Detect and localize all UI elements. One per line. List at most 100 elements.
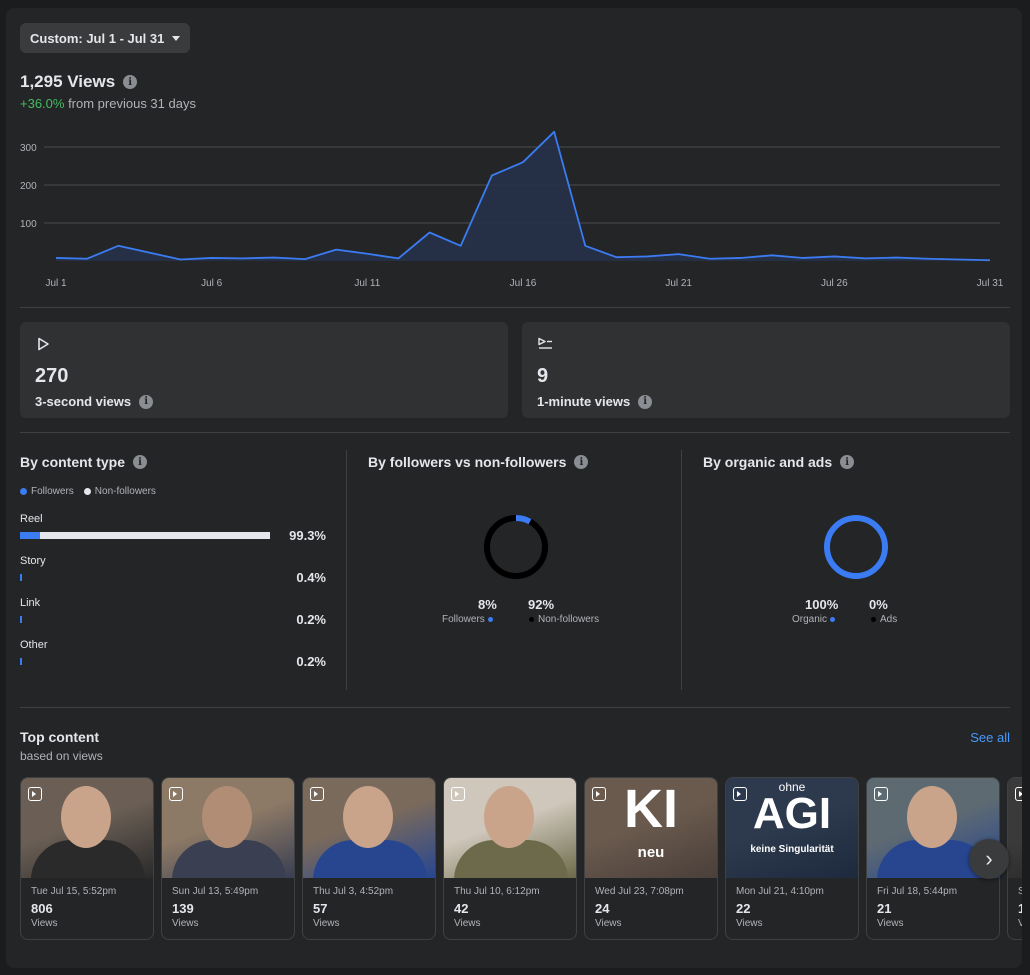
- card-views: 1: [1018, 901, 1022, 916]
- stat-label-text: 1-minute views: [537, 394, 631, 409]
- row-bar-non-followers: [20, 574, 22, 581]
- content-type-row: Other 0.2%: [20, 629, 326, 671]
- top-content-card[interactable]: Fri Jul 18, 5:44pm 21 Views: [866, 777, 1000, 940]
- video-thumbnail: KI neu: [585, 778, 717, 878]
- row-bar-non-followers: [20, 532, 271, 539]
- legend-dot: [829, 616, 835, 622]
- reel-icon: [592, 787, 606, 801]
- top-content-card[interactable]: W Sa 1 Views: [1007, 777, 1022, 940]
- views-change: +36.0% from previous 31 days: [20, 96, 196, 111]
- card-date: Sa: [1018, 886, 1022, 897]
- legend-item-non-followers: Non-followers: [83, 486, 156, 497]
- donut-label-b-text: Non-followers: [538, 614, 600, 625]
- views-total: 1,295 Views i: [20, 72, 138, 92]
- x-tick-label: Jul 1: [45, 278, 67, 289]
- donut-segment-a: [824, 515, 888, 579]
- top-content-card[interactable]: Sun Jul 13, 5:49pm 139 Views: [161, 777, 295, 940]
- series-area: [56, 131, 990, 261]
- carousel-next-button[interactable]: ›: [969, 839, 1009, 879]
- card-date: Thu Jul 10, 6:12pm: [454, 886, 540, 897]
- info-icon[interactable]: i: [638, 394, 653, 409]
- organic-donut: [824, 515, 888, 579]
- views-change-pct: +36.0%: [20, 96, 65, 111]
- views-chart: 300 200 100 Jul 1 Jul 6 Jul 11 Jul 16 Jul 21 Jul…: [6, 128, 1022, 298]
- top-content-card[interactable]: KI neu Wed Jul 23, 7:08pm 24 Views: [584, 777, 718, 940]
- thumbnail-text: keine Singularität: [750, 844, 834, 855]
- card-views-unit: Views: [595, 918, 622, 929]
- legend-dot: [20, 487, 27, 495]
- card-date: Mon Jul 21, 4:10pm: [736, 886, 824, 897]
- row-bar-followers: [20, 616, 22, 623]
- section-title: By content type i: [20, 454, 326, 470]
- card-views: 806: [31, 901, 53, 916]
- top-content-card[interactable]: Tue Jul 15, 5:52pm 806 Views: [20, 777, 154, 940]
- row-pct: 99.3%: [289, 528, 326, 543]
- row-pct: 0.4%: [296, 570, 326, 585]
- top-content-carousel: Tue Jul 15, 5:52pm 806 Views Sun Jul 13, 5:…: [20, 777, 1022, 941]
- row-bar-followers: [20, 574, 22, 581]
- thumbnail-text: AGI: [752, 789, 832, 838]
- content-type-row: Link 0.2%: [20, 587, 326, 629]
- caret-down-icon: [172, 35, 181, 41]
- section-title: By followers vs non-followers i: [368, 454, 684, 470]
- content-type-row: Story 0.4%: [20, 545, 326, 587]
- date-range-dropdown[interactable]: Custom: Jul 1 - Jul 31: [20, 23, 190, 53]
- info-icon[interactable]: i: [139, 394, 154, 409]
- date-range-label: Custom: Jul 1 - Jul 31: [30, 30, 165, 46]
- donut-value-a: 8%: [478, 597, 497, 612]
- card-views: 42: [454, 901, 469, 916]
- row-pct: 0.2%: [296, 612, 326, 627]
- stat-label: 1-minute views i: [537, 394, 995, 409]
- donut-label-a-text: Organic: [792, 614, 828, 625]
- thumbnail-text: ohne: [778, 780, 806, 794]
- section-title-text: By content type: [20, 454, 126, 470]
- person-face: [202, 786, 252, 848]
- stat-value: 9: [537, 365, 549, 387]
- organic-breakdown: By organic and ads i 100% 0% Organic Ads: [703, 454, 1009, 690]
- card-views-unit: Views: [736, 918, 763, 929]
- divider-vertical: [681, 450, 682, 690]
- row-pct: 0.2%: [296, 654, 326, 669]
- legend-item-followers: Followers: [20, 486, 74, 497]
- donut-segment-a: [484, 515, 548, 579]
- followers-breakdown: By followers vs non-followers i 8% 92% Fo…: [368, 454, 684, 690]
- video-thumbnail: [162, 778, 294, 878]
- stat-card-3s: 270 3-second views i: [20, 322, 508, 418]
- y-tick-label: 200: [20, 181, 37, 192]
- card-date: Thu Jul 3, 4:52pm: [313, 886, 394, 897]
- top-content-card[interactable]: ohne AGI keine Singularität Mon Jul 21, 4:1…: [725, 777, 859, 940]
- video-thumbnail: [21, 778, 153, 878]
- info-icon[interactable]: i: [123, 75, 138, 89]
- followers-donut: [484, 515, 548, 579]
- top-content-card[interactable]: Thu Jul 3, 4:52pm 57 Views: [302, 777, 436, 940]
- top-content-card[interactable]: Thu Jul 10, 6:12pm 42 Views: [443, 777, 577, 940]
- info-icon[interactable]: i: [133, 455, 148, 469]
- card-views-unit: Views: [313, 918, 340, 929]
- row-label: Story: [20, 555, 46, 567]
- info-icon[interactable]: i: [574, 455, 589, 469]
- row-bar-followers: [20, 532, 41, 539]
- x-tick-label: Jul 6: [201, 278, 223, 289]
- reel-icon: [733, 787, 747, 801]
- content-type-row: Reel 99.3%: [20, 503, 326, 545]
- stat-value: 270: [35, 365, 69, 387]
- person-face: [61, 786, 111, 848]
- section-title: By organic and ads i: [703, 454, 1009, 470]
- card-views-unit: Views: [877, 918, 904, 929]
- see-all-link[interactable]: See all: [970, 730, 1010, 745]
- thumbnail-text: neu: [637, 844, 665, 861]
- divider-vertical: [346, 450, 347, 690]
- divider: [20, 707, 1010, 708]
- x-tick-label: Jul 31: [977, 278, 1004, 289]
- divider: [20, 432, 1010, 433]
- legend-label: Followers: [31, 486, 74, 497]
- row-bar-non-followers: [20, 658, 22, 665]
- info-icon[interactable]: i: [840, 455, 855, 469]
- reel-icon: [1015, 787, 1022, 801]
- chevron-right-icon: ›: [985, 846, 993, 871]
- card-views-unit: Views: [31, 918, 58, 929]
- donut-label-a: Organic: [792, 614, 839, 625]
- top-content-title: Top content: [20, 729, 100, 745]
- video-thumbnail: [303, 778, 435, 878]
- card-views-unit: Views: [1018, 918, 1022, 929]
